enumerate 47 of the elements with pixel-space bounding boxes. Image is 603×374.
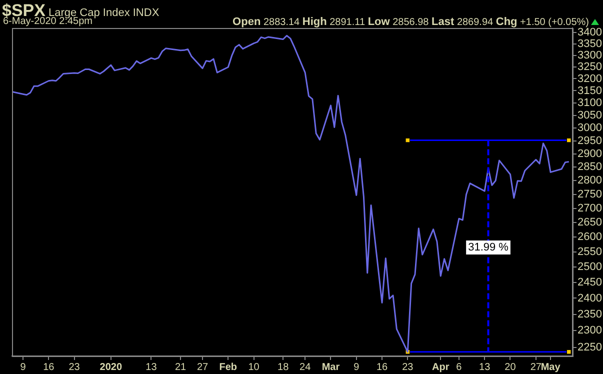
annotation: 31.99 % — [468, 242, 509, 254]
y-tick-label: 3300 — [578, 49, 602, 62]
y-tick-label: 2600 — [578, 231, 602, 244]
x-tick-label: 16 — [376, 362, 388, 373]
x-tick-label: 2020 — [100, 362, 122, 373]
x-tick-label: 23 — [402, 362, 414, 373]
x-tick-label: 13 — [479, 362, 491, 373]
y-tick-label: 3150 — [578, 84, 602, 97]
x-tick-label: 9 — [354, 362, 360, 373]
y-tick-label: 2950 — [578, 134, 602, 147]
y-tick-label: 2650 — [578, 216, 602, 229]
x-tick-label: 13 — [146, 362, 158, 373]
y-tick-label: 2700 — [578, 202, 602, 214]
text: Open 2883.14 High 2891.11 Low 2856.98 Last 2869.94 Chg +1.50 (+0.05%) — [232, 16, 589, 28]
y-tick-label: 3200 — [578, 72, 602, 85]
x-tick-label: Feb — [219, 362, 238, 373]
y-tick-label: 2300 — [578, 324, 602, 337]
y-tick-label: 2750 — [578, 188, 602, 200]
y-tick-label: 2400 — [578, 292, 602, 304]
x-tick-label: 27 — [196, 362, 209, 373]
y-tick-label: 2250 — [578, 342, 602, 354]
x-tick-label: 6 — [456, 362, 462, 373]
y-tick-label: 3350 — [578, 38, 602, 50]
y-tick-label: 3250 — [578, 60, 602, 73]
x-tick-label: 24 — [300, 362, 312, 373]
y-tick-label: 3100 — [578, 96, 602, 109]
y-tick-label: 2900 — [578, 148, 602, 160]
y-tick-label: 3400 — [578, 26, 602, 39]
x-tick-label: 16 — [43, 362, 55, 373]
x-tick-label: 21 — [174, 362, 187, 373]
y-tick-label: 2800 — [578, 174, 602, 187]
x-tick-label: 23 — [68, 362, 80, 373]
y-tick-label: 2350 — [578, 308, 602, 320]
y-tick-label: 2500 — [578, 261, 602, 274]
x-tick-label: May — [540, 362, 561, 373]
y-tick-label: 3000 — [578, 122, 602, 134]
x-tick-label: 20 — [504, 362, 516, 373]
x-tick-label: Mar — [322, 362, 340, 373]
y-tick-label: 2550 — [578, 246, 602, 258]
y-tick-label: 2850 — [578, 161, 602, 174]
y-tick-label: 2450 — [578, 276, 602, 289]
x-tick-label: 9 — [20, 362, 26, 373]
y-tick-label: 3050 — [578, 109, 602, 122]
x-tick-label: 27 — [530, 362, 542, 373]
x-tick-label: 18 — [278, 362, 290, 373]
x-tick-label: Apr — [432, 362, 450, 373]
x-tick-label: 10 — [248, 362, 260, 373]
